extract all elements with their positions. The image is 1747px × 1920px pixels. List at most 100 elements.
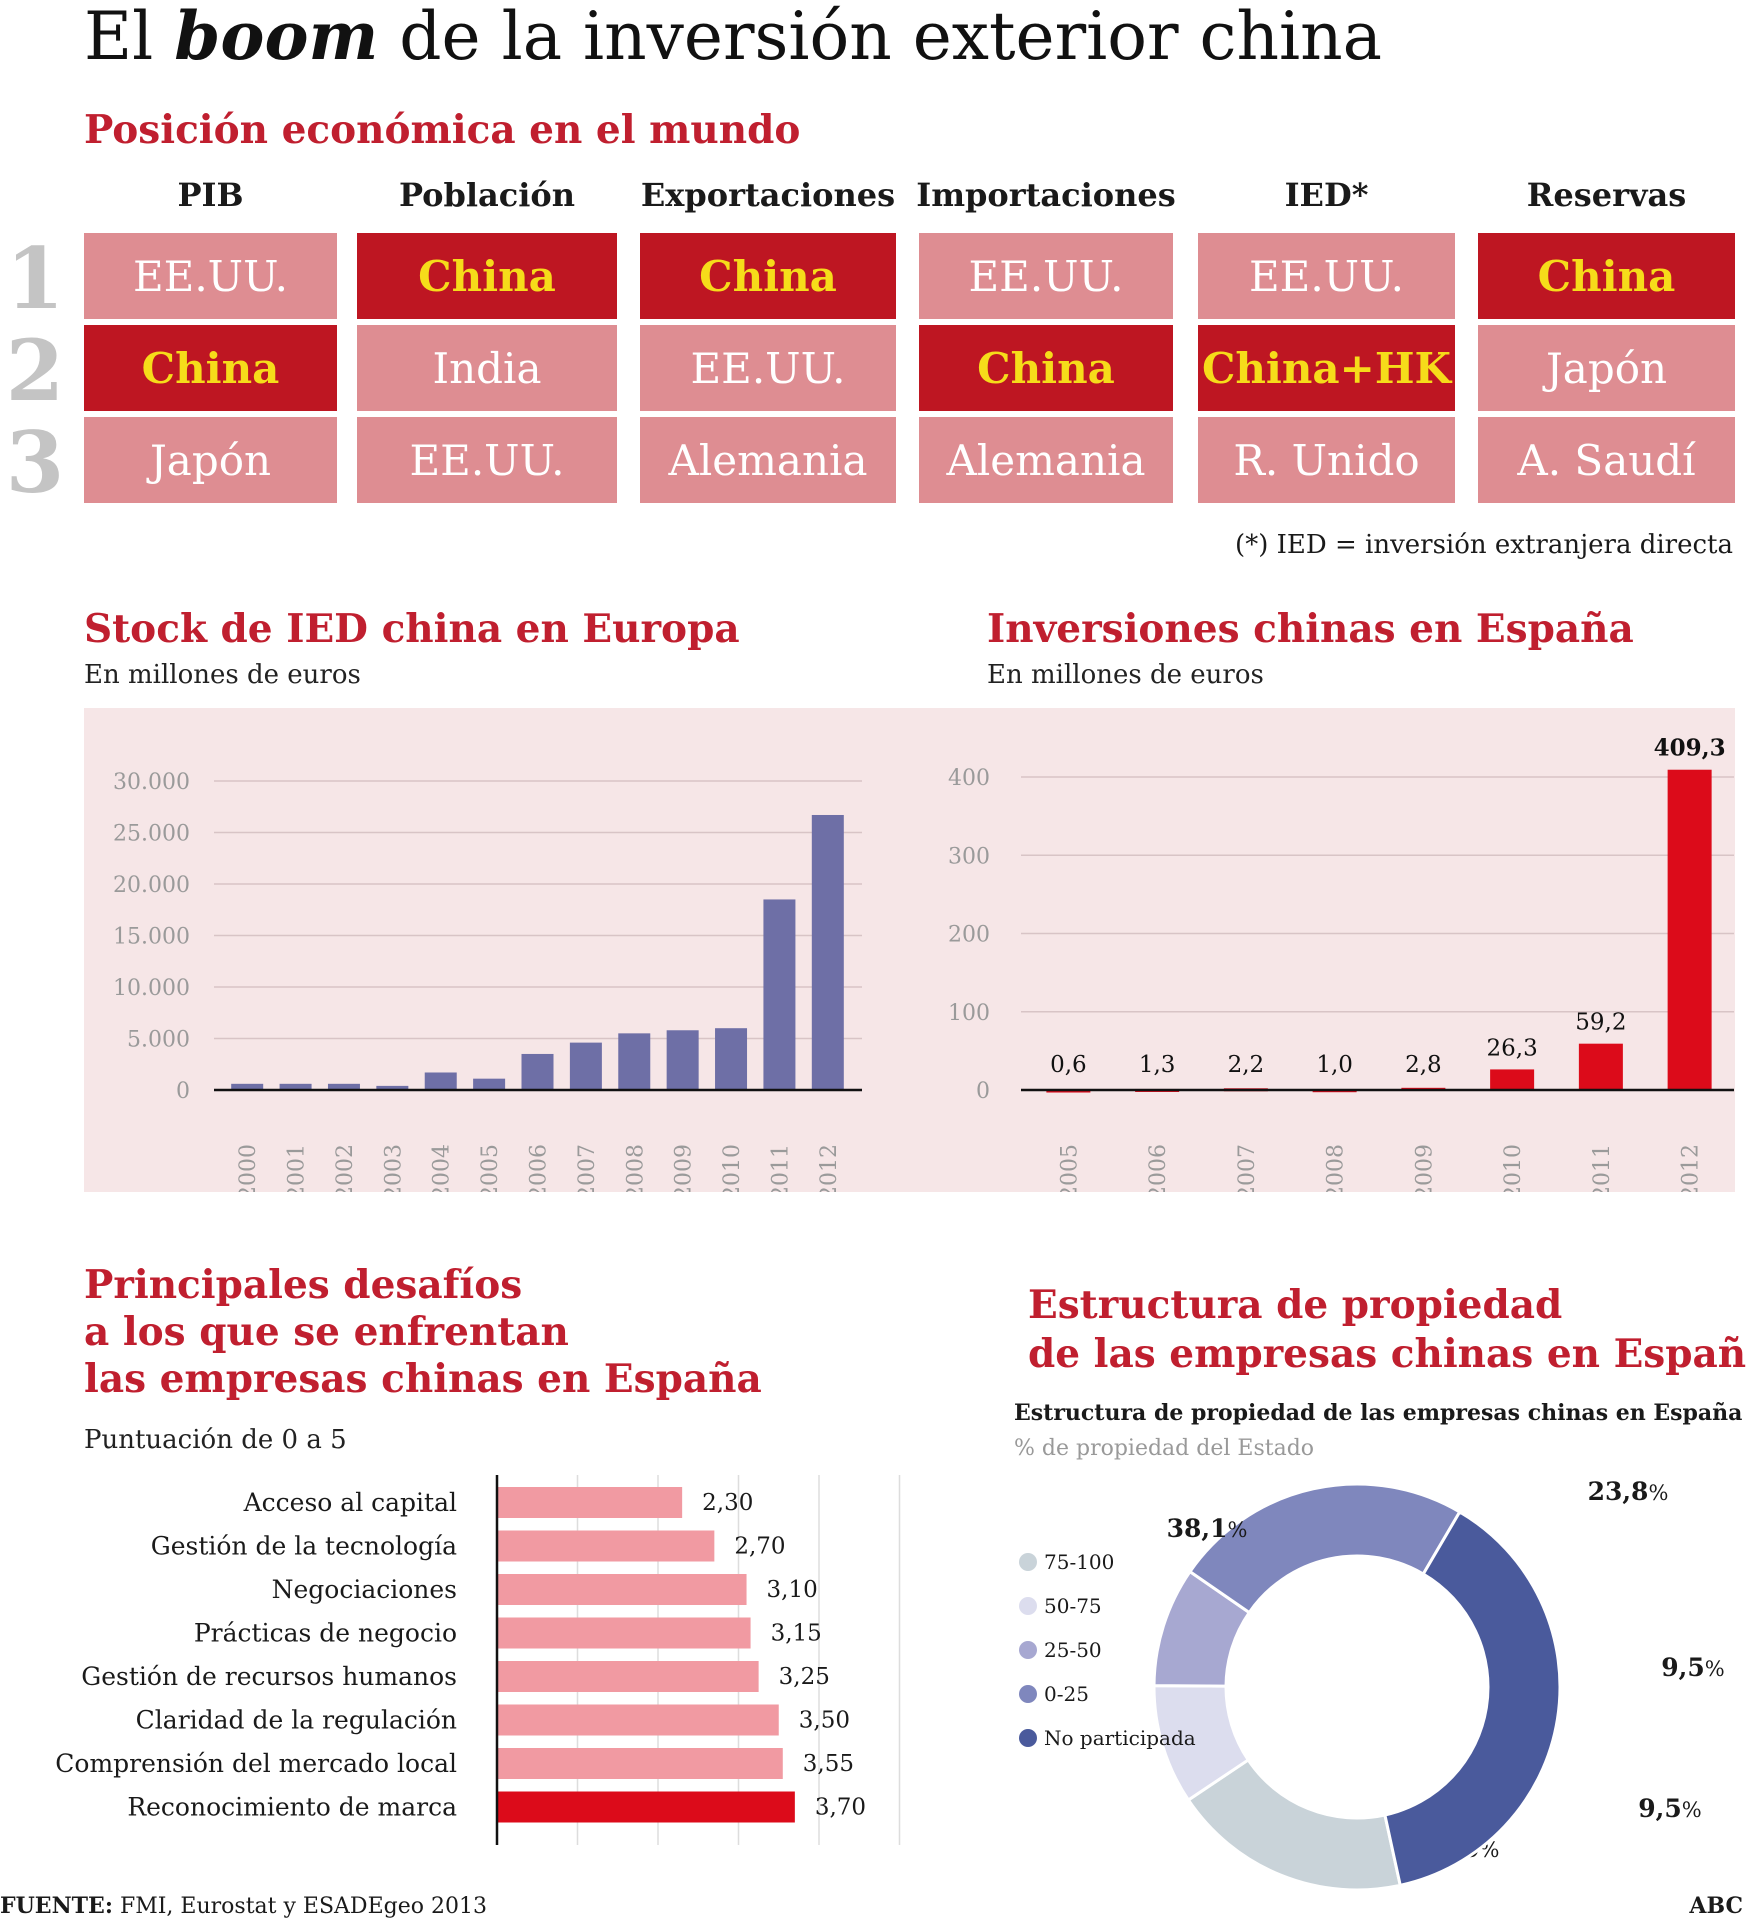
x-tick-label: 2005 — [1057, 1144, 1082, 1192]
bar — [327, 1083, 360, 1090]
bar — [497, 1617, 751, 1649]
ied-footnote: (*) IED = inversión extranjera directa — [1235, 530, 1733, 560]
spain-subtitle: En millones de euros — [987, 660, 1264, 690]
bar-value-label: 1,3 — [1139, 1052, 1176, 1078]
ranking-column-header: PIB — [177, 176, 244, 214]
legend-label: 50-75 — [1044, 1594, 1102, 1618]
bar-value-label: 3,55 — [803, 1751, 854, 1777]
legend-swatch — [1019, 1685, 1037, 1703]
bar — [497, 1487, 683, 1518]
y-tick-label: 25.000 — [113, 822, 190, 847]
y-tick-label: 5.000 — [127, 1028, 190, 1053]
bar-value-label: 59,2 — [1575, 1010, 1626, 1036]
y-tick-label: 0 — [176, 1079, 190, 1104]
x-tick-label: 2003 — [381, 1144, 406, 1192]
rank-number: 3 — [5, 413, 65, 512]
category-label: Gestión de la tecnología — [151, 1532, 457, 1561]
ranking-title: Posición económica en el mundo — [84, 107, 801, 153]
bar-value-label: 3,25 — [779, 1664, 830, 1690]
slice-value-label: 23,8% — [1588, 1477, 1669, 1506]
slice-value-label: 38,1% — [1167, 1514, 1248, 1543]
bar-value-label: 409,3 — [1654, 735, 1726, 762]
y-tick-label: 200 — [948, 923, 990, 948]
category-label: Gestión de recursos humanos — [81, 1662, 457, 1691]
category-label: Negociaciones — [272, 1575, 457, 1604]
ranking-column-header: Población — [398, 176, 576, 214]
rank-number: 2 — [5, 321, 65, 420]
main-title: El boom de la inversión exterior china — [84, 0, 1382, 75]
category-label: Reconocimiento de marca — [127, 1793, 457, 1822]
y-tick-label: 100 — [948, 1001, 990, 1026]
bar-value-label: 2,8 — [1405, 1052, 1442, 1078]
x-tick-label: 2005 — [478, 1144, 503, 1192]
bar — [424, 1072, 457, 1090]
ranking-cell: Japón — [84, 417, 337, 503]
ranking-cell: China — [919, 325, 1173, 411]
x-tick-label: 2006 — [1146, 1144, 1171, 1192]
donut-slice — [1383, 1509, 1562, 1888]
ranking-cell: A. Saudí — [1478, 417, 1735, 503]
bar — [666, 1030, 699, 1090]
y-tick-label: 300 — [948, 844, 990, 869]
legend-swatch — [1019, 1597, 1037, 1615]
bar-charts-panel: 0 5.000 10.000 15.000 20.000 25.000 30.000 2000… — [84, 708, 1735, 1192]
y-tick-label: 20.000 — [113, 873, 190, 898]
bar-value-label: 3,70 — [815, 1795, 866, 1821]
bar-value-label: 26,3 — [1487, 1035, 1538, 1061]
ranking-cell: China — [640, 233, 896, 319]
bar — [1490, 1069, 1535, 1090]
challenges-title: Principales desafíos a los que se enfren… — [84, 1262, 762, 1402]
category-label: Acceso al capital — [243, 1488, 457, 1517]
x-tick-label: 2001 — [285, 1144, 310, 1192]
bar — [618, 1033, 651, 1090]
ranking-cell: EE.UU. — [357, 417, 617, 503]
bar — [473, 1078, 506, 1090]
x-tick-label: 2008 — [1324, 1144, 1349, 1192]
bar — [1667, 769, 1712, 1090]
ownership-donut-chart: 19,0%9,5%9,5%23,8%38,1%75-10050-7525-500… — [1019, 1477, 1725, 1890]
bar — [811, 814, 844, 1090]
x-tick-label: 2011 — [768, 1144, 793, 1192]
ranking-cell: China — [84, 325, 337, 411]
bar-value-label: 2,2 — [1228, 1052, 1265, 1078]
slice-value-label: 9,5% — [1638, 1794, 1701, 1823]
ranking-cell: EE.UU. — [1198, 233, 1455, 319]
category-label: Claridad de la regulación — [136, 1706, 457, 1735]
bar-value-label: 3,10 — [767, 1577, 818, 1603]
brand-footer: ABC — [1689, 1893, 1743, 1919]
category-label: Prácticas de negocio — [194, 1619, 457, 1648]
ownership-chart-subtitle: % de propiedad del Estado — [1014, 1436, 1315, 1461]
ranking-cell: R. Unido — [1198, 417, 1455, 503]
bar — [497, 1530, 715, 1562]
x-tick-label: 2012 — [1679, 1144, 1704, 1192]
slice-value-label: 9,5% — [1661, 1653, 1724, 1682]
stock-title: Stock de IED china en Europa — [84, 606, 740, 652]
legend-swatch — [1019, 1729, 1037, 1747]
bar-value-label: 0,6 — [1050, 1052, 1087, 1078]
bar — [497, 1704, 779, 1736]
bar — [521, 1053, 554, 1090]
bar — [279, 1083, 312, 1090]
ranking-cell: Alemania — [640, 417, 896, 503]
ownership-chart-title: Estructura de propiedad de las empresas … — [1014, 1400, 1743, 1426]
legend-label: 25-50 — [1044, 1638, 1102, 1662]
ranking-cell: China+HK — [1198, 325, 1455, 411]
spain-chart: 0 100 200 300 400 2005 0,6 2006 1,3 2007 2,2 2008 1,… — [948, 735, 1734, 1192]
y-tick-label: 400 — [948, 766, 990, 791]
bar — [569, 1042, 602, 1090]
x-tick-label: 2011 — [1590, 1144, 1615, 1192]
ranking-cell: India — [357, 325, 617, 411]
ranking-cell: Japón — [1478, 325, 1735, 411]
legend-label: 75-100 — [1044, 1550, 1114, 1574]
x-tick-label: 2000 — [236, 1144, 261, 1192]
donut-slice — [1187, 1482, 1462, 1615]
y-tick-label: 0 — [976, 1079, 990, 1104]
ranking-cell: EE.UU. — [919, 233, 1173, 319]
bar — [497, 1574, 747, 1605]
bar — [497, 1791, 795, 1823]
bar — [1578, 1043, 1623, 1090]
ranking-cell: EE.UU. — [84, 233, 337, 319]
ranking-cell: China — [1478, 233, 1735, 319]
ownership-title: Estructura de propiedad de las empresas … — [1028, 1282, 1747, 1377]
x-tick-label: 2009 — [1412, 1144, 1437, 1192]
